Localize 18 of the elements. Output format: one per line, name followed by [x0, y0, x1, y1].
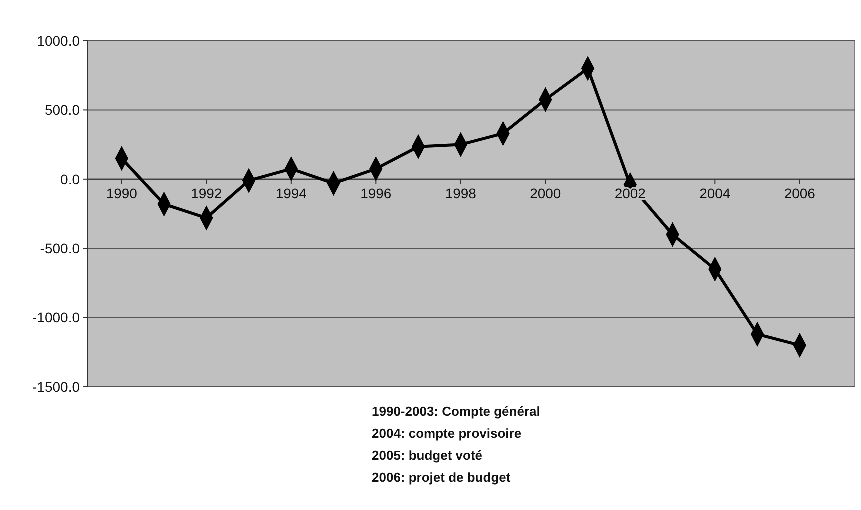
x-tick-label: 2000	[530, 185, 562, 202]
y-tick-label: -1500.0	[32, 378, 80, 395]
x-tick-label: 1994	[276, 185, 308, 202]
y-tick-label: 0.0	[60, 171, 80, 188]
y-tick-label: -500.0	[40, 240, 80, 256]
text: 2006: projet de budget	[372, 470, 512, 485]
text: 2004: compte provisoire	[372, 426, 522, 441]
x-tick-label: 2004	[700, 185, 731, 202]
x-tick-label: 2006	[784, 185, 816, 202]
x-tick-label: 1992	[191, 185, 222, 202]
x-tick-label: 1998	[445, 185, 477, 202]
y-tick-label: 500.0	[44, 102, 80, 118]
x-tick-label: 1990	[106, 185, 138, 202]
y-tick-label: 1000.0	[37, 32, 80, 49]
x-tick-label: 1996	[360, 185, 392, 202]
y-tick-label: -1000.0	[32, 310, 80, 326]
text: 2005: budget voté	[372, 448, 483, 463]
text: 1990-2003: Compte général	[372, 404, 540, 419]
